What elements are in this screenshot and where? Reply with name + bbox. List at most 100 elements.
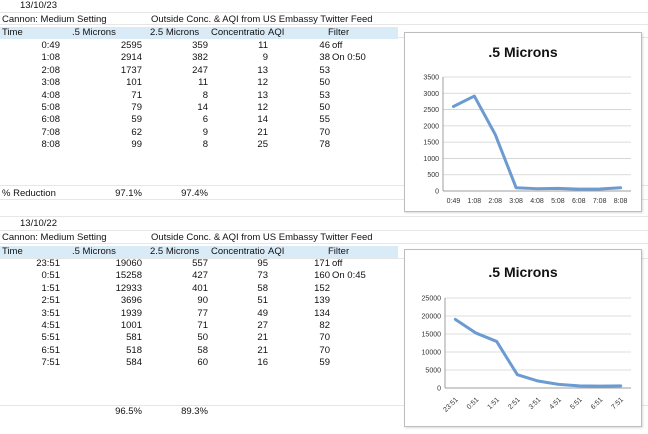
block2-setting: Cannon: Medium Setting	[2, 232, 107, 243]
block1-reduction-label: % Reduction	[2, 188, 56, 199]
block1-cell-time: 6:08	[41, 114, 61, 126]
block1-cell-conc: 14	[257, 114, 268, 126]
block1-cell-conc: 11	[258, 40, 268, 51]
chart-2-x-tick: 5:51	[569, 396, 584, 411]
chart-1-x-tick: 1:08	[468, 198, 482, 205]
block1-header-aqi: AQI	[268, 27, 285, 38]
block2-cell-p05: 12933	[115, 282, 142, 294]
block2-header-05: .5 Microns	[72, 246, 116, 257]
block1-cell-p25: 6	[202, 114, 208, 126]
block2-cell-aqi: 59	[319, 357, 330, 369]
block1-header-05: .5 Microns	[72, 27, 116, 38]
block1-cell-conc: 12	[257, 102, 268, 113]
chart-1-point	[452, 105, 455, 108]
block1-setting: Cannon: Medium Setting	[2, 14, 107, 25]
block2-cell-p25: 77	[197, 307, 208, 319]
chart-1-x-tick: 0:49	[447, 198, 461, 205]
chart-1-svg: .5 Microns 0 500 1000 1500 2000 2500 3000 3500 0:…	[423, 44, 631, 205]
block1-cell-filter: off	[332, 40, 343, 51]
block2-cell-conc: 58	[257, 282, 268, 294]
block1-cell-conc: 13	[257, 64, 268, 76]
block2-cell-p05: 1001	[120, 320, 142, 331]
block2-header-band	[0, 246, 398, 258]
block2-cell-time: 23:51	[36, 258, 60, 269]
chart-1-y-tick: 0	[435, 189, 439, 196]
block1-cell-p25: 247	[192, 64, 208, 76]
block1-cell-p25: 8	[202, 89, 208, 101]
block2-cell-conc: 49	[257, 307, 268, 319]
block2-header-aqi: AQI	[268, 246, 285, 257]
block2-cell-time: 5:51	[41, 332, 61, 344]
block2-cell-time: 6:51	[41, 344, 61, 356]
block1-cell-aqi: 53	[319, 64, 330, 76]
block1-cell-time: 2:08	[41, 64, 61, 76]
block2-cell-aqi: 134	[314, 307, 330, 319]
block2-cell-p05: 584	[126, 357, 142, 369]
block1-cell-time: 7:08	[41, 126, 61, 138]
chart-1-point	[619, 186, 622, 189]
chart-2: .5 Microns 0 5000 10000 15000 20000 25000 23:51…	[404, 249, 642, 427]
chart-1-y-tick: 500	[427, 172, 439, 179]
chart-2-y-tick: 5000	[425, 368, 441, 375]
block1-cell-p05: 79	[131, 102, 142, 113]
block1-cell-aqi: 78	[319, 139, 330, 151]
chart-1-x-tick: 8:08	[614, 198, 628, 205]
block2-cell-filter: On 0:45	[332, 270, 366, 282]
chart-1-title: .5 Microns	[488, 44, 557, 60]
block1-header-conc: Concentratio	[211, 27, 265, 38]
block2-cell-aqi: 139	[314, 295, 330, 307]
block1-cell-aqi: 46	[319, 40, 330, 51]
block2-cell-aqi: 152	[314, 282, 330, 294]
chart-2-y-tick: 15000	[422, 332, 442, 339]
block1-cell-p25: 14	[197, 102, 208, 113]
block2-cell-p25: 58	[197, 344, 208, 356]
block2-cell-time: 7:51	[41, 357, 61, 369]
chart-1-point	[515, 186, 517, 189]
chart-1-point	[577, 188, 580, 190]
block1-reduction-05: 97.1%	[115, 188, 142, 199]
chart-1-point	[494, 133, 497, 136]
block1-cell-aqi: 53	[319, 89, 330, 101]
chart-1-x-tick: 4:08	[530, 198, 544, 205]
block2-cell-aqi: 70	[319, 332, 330, 344]
chart-2-title: .5 Microns	[488, 264, 557, 280]
block2-cell-p25: 557	[192, 258, 208, 269]
chart-1-point	[536, 187, 538, 190]
chart-2-point	[495, 340, 498, 343]
block1-cell-time: 1:08	[41, 52, 61, 64]
block1-cell-conc: 21	[257, 126, 268, 138]
block2-cell-p25: 90	[197, 295, 208, 307]
block2-cell-time: 0:51	[41, 270, 61, 282]
chart-2-point	[599, 385, 601, 387]
chart-2-point	[557, 383, 560, 386]
block1-cell-p25: 8	[202, 139, 208, 151]
block1-cell-time: 0:49	[41, 40, 61, 51]
block2-cell-p25: 50	[197, 332, 208, 344]
block1-cell-p05: 2914	[120, 52, 142, 64]
chart-1-point	[598, 188, 601, 190]
block1-cell-filter: On 0:50	[332, 52, 366, 64]
chart-1-y-tick: 3000	[423, 91, 439, 98]
block1-outside-title: Outside Conc. & AQI from US Embassy Twit…	[151, 14, 373, 25]
block1-cell-time: 5:08	[41, 102, 61, 113]
block1-cell-p05: 101	[126, 77, 142, 89]
block2-cell-conc: 21	[257, 344, 268, 356]
block2-reduction-25: 89.3%	[181, 406, 208, 417]
block1-header-filter: Filter	[328, 27, 350, 38]
block1-cell-p05: 59	[131, 114, 142, 126]
block2-cell-aqi: 70	[319, 344, 330, 356]
block2-date: 13/10/22	[20, 218, 57, 229]
block2-cell-conc: 27	[257, 320, 268, 331]
chart-2-x-tick: 3:51	[528, 396, 543, 411]
chart-1-y-tick: 1500	[423, 140, 439, 147]
block1-cell-p05: 71	[131, 89, 142, 101]
block1-cell-time: 3:08	[41, 77, 61, 89]
chart-2-point	[537, 380, 539, 382]
chart-1-y-tick: 2000	[423, 123, 439, 130]
block2-header-conc: Concentratio	[211, 246, 265, 257]
block1-cell-aqi: 55	[319, 114, 330, 126]
block1-cell-conc: 25	[257, 139, 268, 151]
chart-2-svg: .5 Microns 0 5000 10000 15000 20000 25000 23:51…	[422, 264, 631, 414]
chart-2-y-tick: 20000	[422, 314, 442, 321]
